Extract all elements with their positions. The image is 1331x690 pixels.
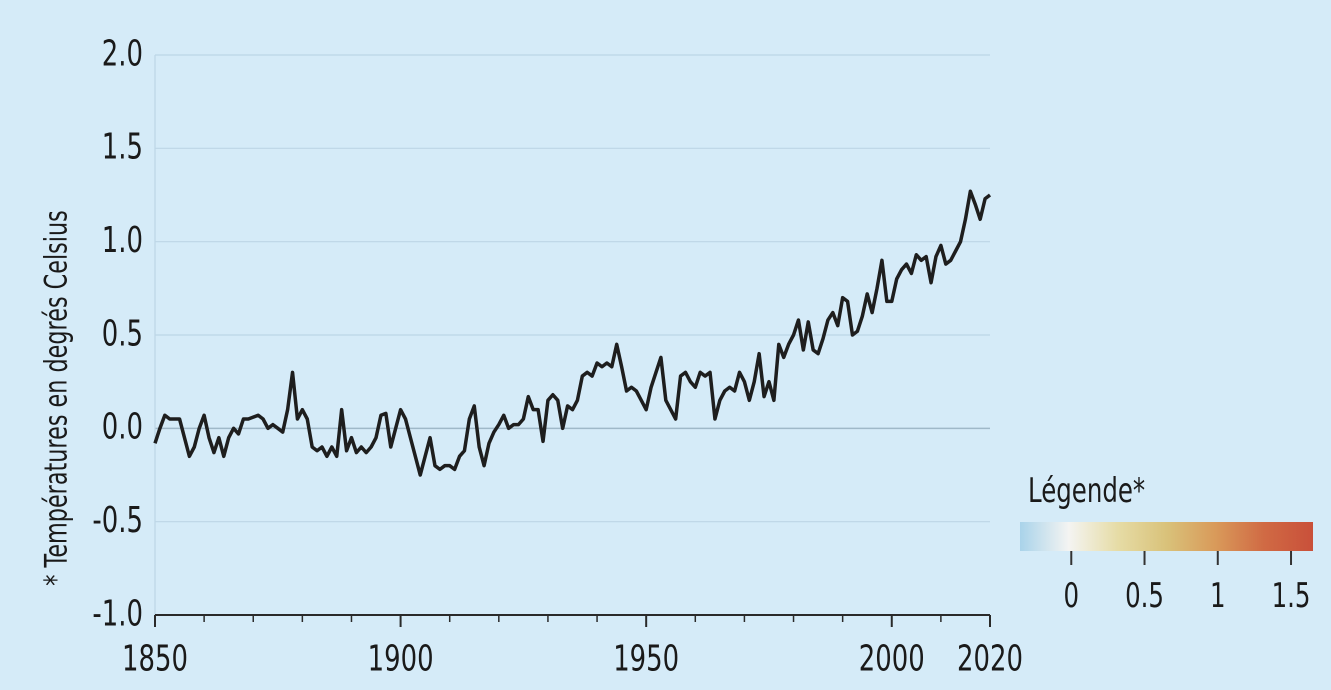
- y-tick-label: -0.5: [92, 500, 143, 541]
- x-tick-label: 1950: [613, 638, 679, 679]
- x-tick-label: 1850: [122, 638, 188, 679]
- x-tick-label: 1900: [368, 638, 434, 679]
- legend-tick-label: 1: [1210, 576, 1226, 615]
- legend-title: Légende*: [1028, 471, 1145, 510]
- y-axis-label: * Températures en degrés Celsius: [39, 210, 75, 586]
- color-bar: [1020, 522, 1313, 551]
- x-tick-label: 2020: [957, 638, 1023, 679]
- legend-tick-label: 0.5: [1125, 576, 1164, 615]
- legend-tick-label: 1.5: [1272, 576, 1311, 615]
- y-tick-label: 0.0: [102, 407, 143, 448]
- y-tick-label: 2.0: [102, 33, 143, 74]
- x-tick-label: 2000: [859, 638, 925, 679]
- y-tick-label: 1.5: [102, 127, 143, 168]
- y-tick-label: -1.0: [92, 593, 143, 634]
- temperature-line: [153, 189, 992, 477]
- y-tick-label: 1.0: [102, 220, 143, 261]
- y-tick-label: 0.5: [102, 313, 143, 354]
- legend-tick-label: 0: [1063, 576, 1079, 615]
